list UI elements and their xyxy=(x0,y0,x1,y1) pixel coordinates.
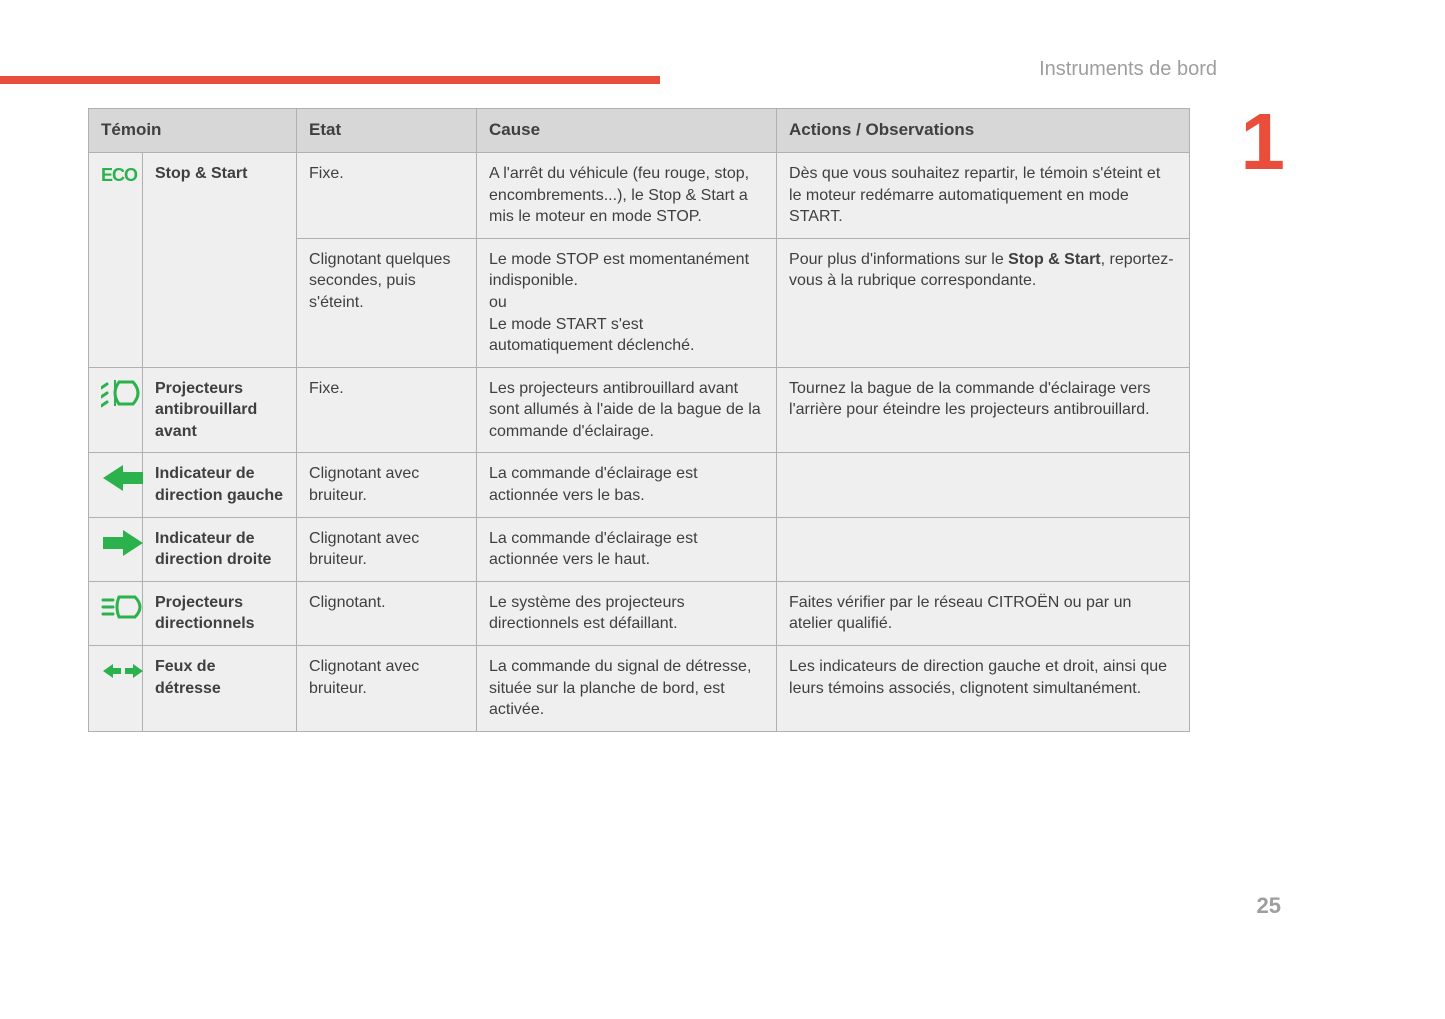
fog-light-icon xyxy=(101,378,145,408)
etat-cell: Clignotant avec bruiteur. xyxy=(297,453,477,517)
cause-cell: La commande du signal de détresse, situé… xyxy=(477,646,777,732)
table-row: Feux de détresse Clignotant avec bruiteu… xyxy=(89,646,1190,732)
table-row: Projecteurs directionnels Clignotant. Le… xyxy=(89,581,1190,645)
indicator-icon-cell xyxy=(89,581,143,645)
action-cell xyxy=(777,517,1190,581)
table-header-row: Témoin Etat Cause Actions / Observations xyxy=(89,109,1190,153)
chapter-number: 1 xyxy=(1241,96,1282,188)
action-bold: Stop & Start xyxy=(1008,251,1100,268)
indicators-table-wrap: Témoin Etat Cause Actions / Observations… xyxy=(88,108,1190,732)
arrow-left-icon xyxy=(101,463,145,493)
action-cell: Pour plus d'informations sur le Stop & S… xyxy=(777,238,1190,367)
col-actions: Actions / Observations xyxy=(777,109,1190,153)
indicator-icon-cell xyxy=(89,453,143,517)
indicator-icon-cell xyxy=(89,367,143,453)
hazard-icon xyxy=(101,656,145,686)
table-row: Projecteurs antibrouillard avant Fixe. L… xyxy=(89,367,1190,453)
cause-cell: Les projecteurs antibrouillard avant son… xyxy=(477,367,777,453)
indicator-label: Projecteurs antibrouillard avant xyxy=(143,367,297,453)
action-pre: Pour plus d'informations sur le xyxy=(789,251,1008,268)
indicator-label: Indicateur de direction gauche xyxy=(143,453,297,517)
action-cell: Les indicateurs de direction gauche et d… xyxy=(777,646,1190,732)
page-number: 25 xyxy=(1257,893,1281,919)
col-cause: Cause xyxy=(477,109,777,153)
cause-cell: A l'arrêt du véhicule (feu rouge, stop, … xyxy=(477,152,777,238)
cause-cell: La commande d'éclairage est actionnée ve… xyxy=(477,517,777,581)
indicator-icon-cell xyxy=(89,646,143,732)
action-cell: Faites vérifier par le réseau CITROËN ou… xyxy=(777,581,1190,645)
page: Instruments de bord 1 Témoin Etat Cause … xyxy=(0,0,1445,1019)
indicator-label: Feux de détresse xyxy=(143,646,297,732)
action-cell: Tournez la bague de la commande d'éclair… xyxy=(777,367,1190,453)
accent-bar xyxy=(0,76,660,84)
indicator-label: Projecteurs directionnels xyxy=(143,581,297,645)
table-row: Indicateur de direction droite Clignotan… xyxy=(89,517,1190,581)
cause-cell: La commande d'éclairage est actionnée ve… xyxy=(477,453,777,517)
indicator-label: Stop & Start xyxy=(143,152,297,367)
etat-cell: Fixe. xyxy=(297,152,477,238)
etat-cell: Clignotant avec bruiteur. xyxy=(297,517,477,581)
indicator-icon-cell xyxy=(89,517,143,581)
action-cell: Dès que vous souhaitez repartir, le témo… xyxy=(777,152,1190,238)
action-cell xyxy=(777,453,1190,517)
table-row: Indicateur de direction gauche Clignotan… xyxy=(89,453,1190,517)
etat-cell: Fixe. xyxy=(297,367,477,453)
cause-cell: Le système des projecteurs directionnels… xyxy=(477,581,777,645)
col-etat: Etat xyxy=(297,109,477,153)
indicator-label: Indicateur de direction droite xyxy=(143,517,297,581)
etat-cell: Clignotant. xyxy=(297,581,477,645)
col-temoin: Témoin xyxy=(89,109,297,153)
cause-cell: Le mode STOP est momentanément indisponi… xyxy=(477,238,777,367)
section-title: Instruments de bord xyxy=(1039,58,1217,81)
etat-cell: Clignotant avec bruiteur. xyxy=(297,646,477,732)
indicator-icon-cell: ECO xyxy=(89,152,143,367)
directional-headlamp-icon xyxy=(101,592,145,622)
eco-icon: ECO xyxy=(101,165,137,185)
table-row: ECO Stop & Start Fixe. A l'arrêt du véhi… xyxy=(89,152,1190,238)
etat-cell: Clignotant quelques secondes, puis s'éte… xyxy=(297,238,477,367)
indicators-table: Témoin Etat Cause Actions / Observations… xyxy=(88,108,1190,732)
arrow-right-icon xyxy=(101,528,145,558)
